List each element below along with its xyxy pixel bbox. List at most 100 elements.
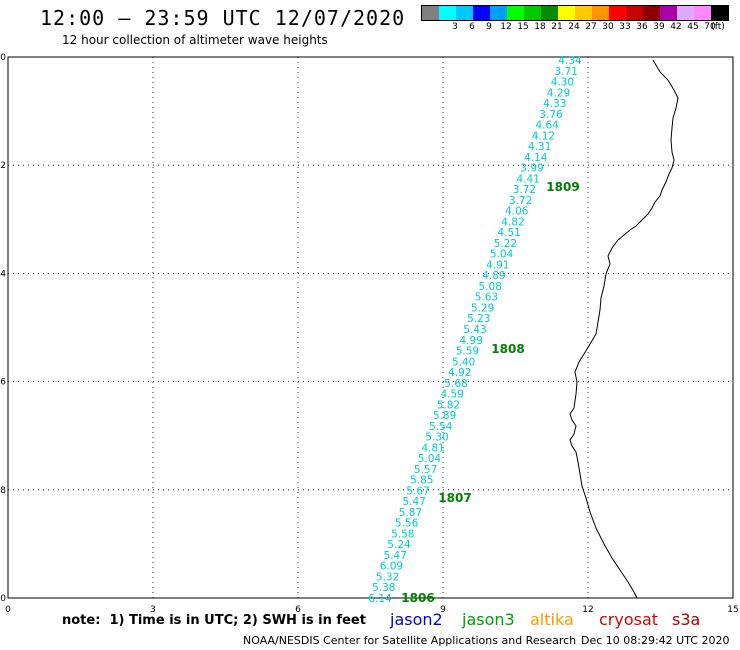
swh-value-label: 6.09 [380,561,403,573]
legend-label: 12 [500,22,512,32]
swh-value-label: 5.67 [406,485,429,497]
swh-value-label: 5.40 [452,356,475,368]
swh-value-label: 5.47 [403,496,426,508]
swh-value-label: 4.51 [498,227,521,239]
legend-swatch [626,6,643,20]
swh-value-label: 5.47 [384,550,407,562]
swh-value-label: 4.41 [517,173,540,185]
swh-value-label: 5.54 [429,421,453,433]
swh-value-label: 5.82 [437,399,460,411]
legend-swatch [694,6,711,20]
legend-swatch [643,6,660,20]
legend-label: 39 [653,22,665,32]
satellite-label-cryosat: cryosat [599,610,659,629]
satellite-label-altika: altika [530,610,574,629]
pass-number-label: 1807 [438,491,471,505]
swh-value-label: 5.04 [418,453,442,465]
swh-value-label: 4.33 [543,98,566,110]
legend-swatch [490,6,507,20]
swh-value-label: 5.68 [444,378,467,390]
legend-label: 42 [670,22,682,32]
swh-value-label: 5.59 [456,346,479,358]
x-tick-label: 3 [150,605,156,615]
legend-label: 45 [687,22,699,32]
legend-swatch [422,6,439,20]
map-frame [7,56,734,599]
legend-label: 3 [452,22,458,32]
swh-value-label: 3.72 [509,195,532,207]
swh-value-label: 5.08 [479,281,502,293]
swh-value-label: 3.71 [555,66,578,78]
footer-note: note: 1) Time is in UTC; 2) SWH is in fe… [62,613,366,628]
swh-value-label: 4.30 [551,77,574,89]
swh-value-label: 4.31 [528,141,551,153]
swh-value-label: 5.57 [414,464,437,476]
x-tick-label: 0 [5,605,11,615]
swh-value-label: 5.56 [395,518,419,530]
y-tick-label: -10 [0,53,6,63]
legend-swatch [660,6,677,20]
swh-value-label: 5.32 [376,571,399,583]
y-tick-label: -12 [0,161,6,171]
x-tick-label: 6 [295,605,301,615]
legend-label: 36 [636,22,648,32]
y-tick-label: -18 [0,486,6,496]
satellite-label-jason2: jason2 [390,610,443,629]
x-tick-label: 15 [727,605,738,615]
legend-swatch [439,6,456,20]
legend-label: 24 [568,22,580,32]
legend-swatch [456,6,473,20]
swh-value-label: 5.24 [387,539,411,551]
legend-unit: (ft) [711,22,725,32]
swh-value-label: 3.72 [513,184,536,196]
legend-swatch [609,6,626,20]
legend-swatch [524,6,541,20]
x-tick-label: 9 [440,605,446,615]
pass-number-label: 1808 [491,342,524,356]
pass-number-label: 1806 [401,591,434,605]
swh-value-label: 5.85 [410,475,433,487]
swh-value-label: 4.92 [448,367,471,379]
legend-label: 30 [602,22,614,32]
satellite-label-jason3: jason3 [462,610,515,629]
swh-value-label: 4.99 [460,335,483,347]
swh-value-label: 5.63 [475,292,498,304]
swh-value-label: 4.29 [547,87,570,99]
legend-label: 70 [704,22,716,32]
swh-value-label: 4.64 [536,120,560,132]
swh-value-label: 5.87 [399,507,422,519]
swh-value-label: 5.30 [425,432,448,444]
legend-label: 33 [619,22,631,32]
swh-value-label: 4.06 [505,206,529,218]
legend-label: 18 [534,22,546,32]
legend-swatch [507,6,524,20]
coastline [569,59,679,599]
swh-value-label: 4.34 [558,55,582,67]
swh-value-label: 3.99 [520,163,543,175]
satellite-label-s3a: s3a [672,610,701,629]
swh-value-label: 4.14 [524,152,548,164]
legend-label: 21 [551,22,563,32]
page-title: 12:00 – 23:59 UTC 12/07/2020 [40,6,406,30]
legend-label: 6 [469,22,475,32]
x-tick-label: 12 [582,605,593,615]
y-tick-label: -16 [0,378,6,388]
legend-swatch [473,6,490,20]
swh-value-label: 4.82 [501,216,524,228]
legend-label: 15 [517,22,529,32]
swh-value-label: 3.76 [539,109,563,121]
swh-value-label: 5.43 [463,324,486,336]
swh-value-label: 5.58 [391,528,414,540]
legend-swatch [677,6,694,20]
swh-value-label: 4.91 [486,259,509,271]
swh-value-label: 4.59 [441,389,464,401]
color-scale-legend [421,5,729,21]
legend-swatch [558,6,575,20]
page-subtitle: 12 hour collection of altimeter wave hei… [62,33,328,47]
swh-value-label: 4.12 [532,130,555,142]
legend-label: 9 [486,22,492,32]
y-tick-label: -20 [0,594,6,604]
swh-value-label: 4.89 [482,270,505,282]
legend-label: 27 [585,22,597,32]
